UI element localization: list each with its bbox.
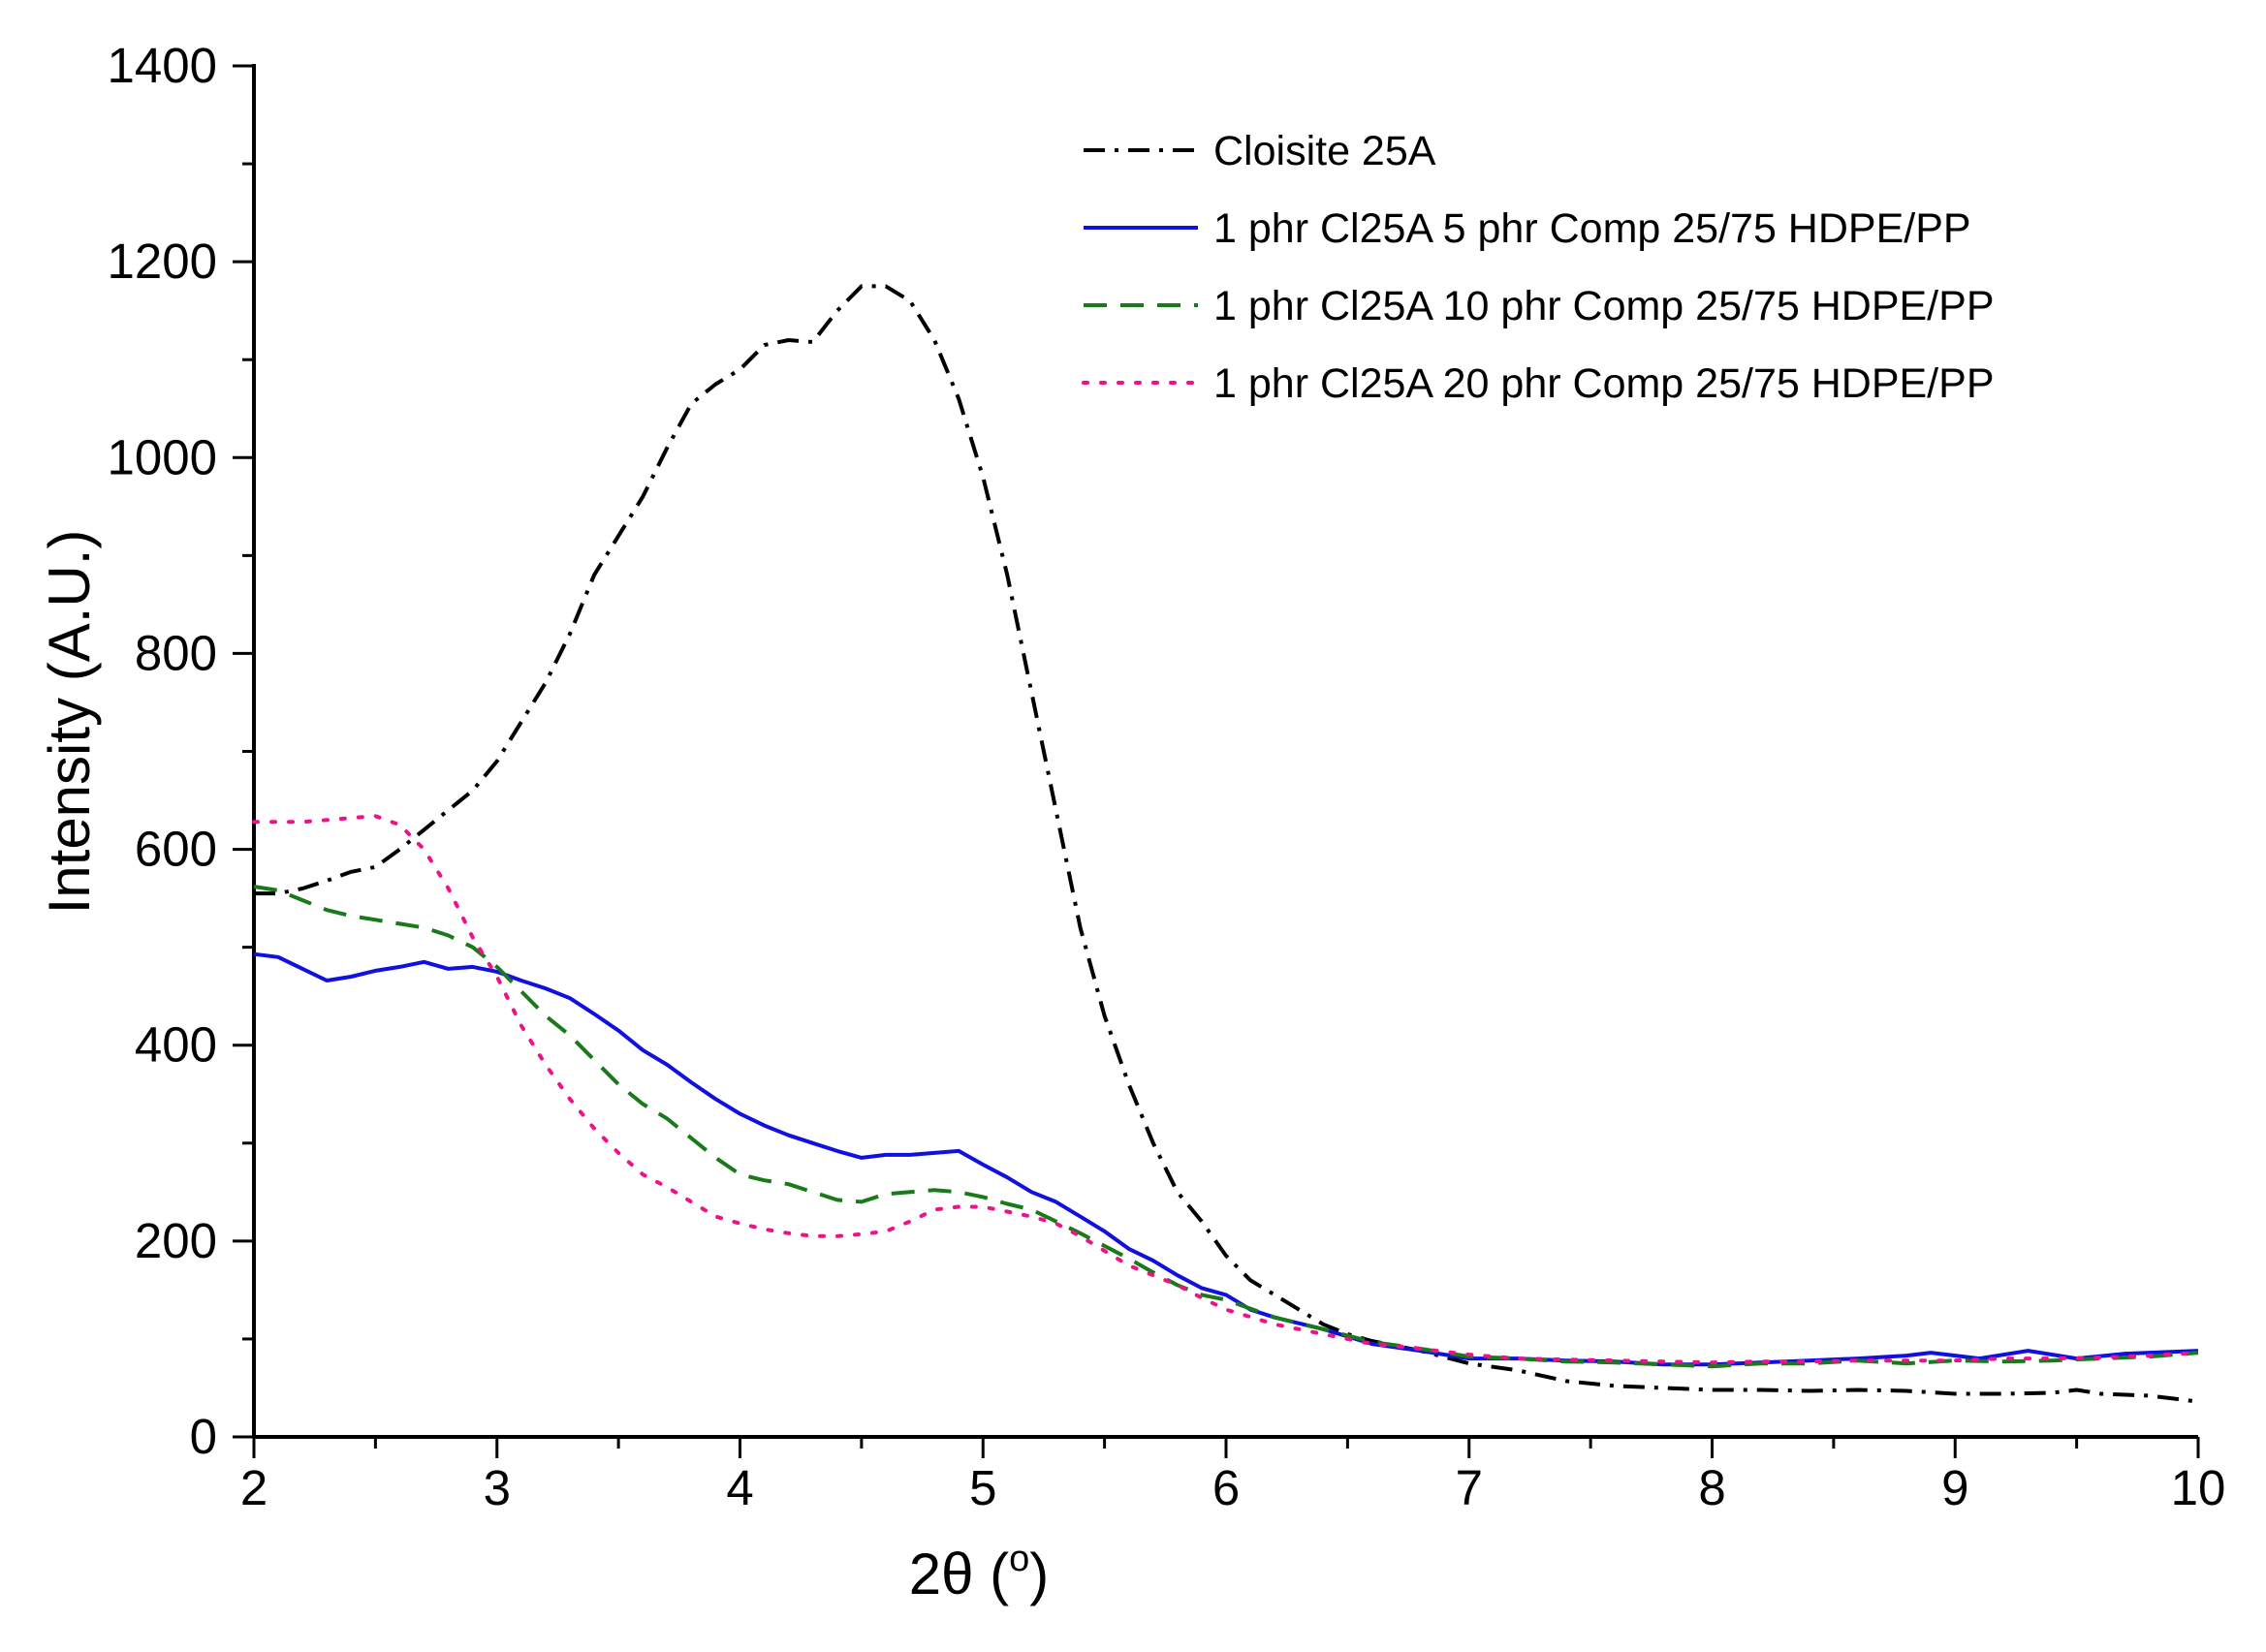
legend-label-4: 1 phr Cl25A 20 phr Comp 25/75 HDPE/PP — [1213, 360, 1995, 407]
legend: Cloisite 25A 1 phr Cl25A 5 phr Comp 25/75… — [1082, 128, 1995, 407]
series-line-1 — [254, 284, 2199, 1404]
y-tick-label: 600 — [135, 822, 217, 877]
x-axis-title-end: ) — [1029, 1542, 1049, 1606]
x-tick-label: 2 — [240, 1460, 268, 1515]
y-tick-label: 800 — [135, 625, 217, 680]
y-tick-label: 0 — [190, 1409, 217, 1464]
y-axis-title: Intensity (A.U.) — [37, 530, 102, 915]
x-axis-title-sup: o — [1009, 1539, 1029, 1579]
x-tick-label: 4 — [726, 1460, 753, 1515]
series-line-3 — [253, 885, 2199, 1369]
series-line-2 — [253, 951, 2199, 1367]
x-tick-label: 10 — [2171, 1460, 2226, 1515]
x-tick-label: 3 — [484, 1460, 511, 1515]
y-tick-label: 1200 — [108, 234, 217, 289]
x-axis-title: 2θ (o) — [909, 1539, 1050, 1606]
legend-label-3: 1 phr Cl25A 10 phr Comp 25/75 HDPE/PP — [1213, 283, 1995, 329]
series-line-4 — [252, 814, 2200, 1365]
legend-label-1: Cloisite 25A — [1213, 128, 1436, 174]
series-group — [252, 284, 2200, 1404]
x-axis-title-main: 2θ ( — [909, 1542, 1009, 1606]
x-tick-label: 8 — [1698, 1460, 1725, 1515]
y-tick-label: 400 — [135, 1017, 217, 1073]
x-tick-label: 5 — [969, 1460, 996, 1515]
y-tick-label: 1400 — [108, 38, 217, 93]
x-tick-label: 9 — [1941, 1460, 1968, 1515]
axes: 2 3 4 5 6 7 8 9 10 0 200 400 600 800 1000 1200 1400 — [108, 38, 2226, 1515]
legend-label-2: 1 phr Cl25A 5 phr Comp 25/75 HDPE/PP — [1213, 205, 1971, 252]
y-tick-label: 1000 — [108, 429, 217, 484]
x-tick-label: 7 — [1456, 1460, 1483, 1515]
x-tick-label: 6 — [1212, 1460, 1240, 1515]
y-tick-label: 200 — [135, 1213, 217, 1268]
